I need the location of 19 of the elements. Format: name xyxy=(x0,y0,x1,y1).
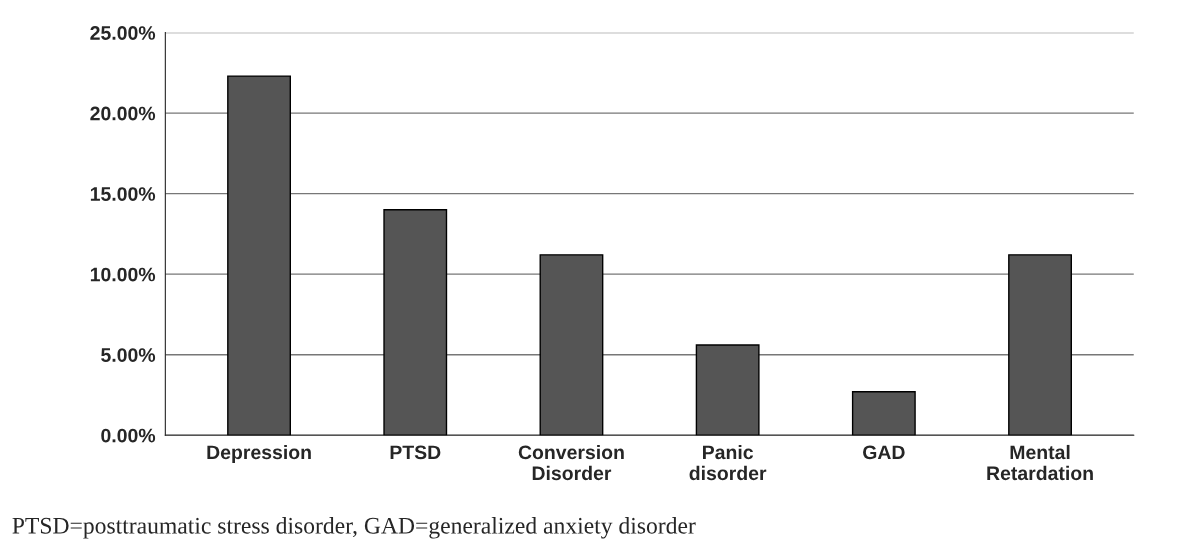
bar xyxy=(695,344,760,436)
y-tick-label: 5.00% xyxy=(101,348,156,362)
bar xyxy=(227,75,291,436)
y-tick-label: 20.00% xyxy=(90,106,156,121)
x-tick-label: Mental Retardation xyxy=(987,444,1093,481)
x-tick-label: Conversion Disorder xyxy=(518,444,624,481)
text: PTSD=posttraumatic stress disorder, GAD=generalized anxiety disorder xyxy=(12,517,696,539)
y-tick-label: 10.00% xyxy=(90,267,156,282)
bar xyxy=(1008,254,1072,436)
x-tick-label: Panic disorder xyxy=(689,444,767,481)
y-tick-label: 0.00% xyxy=(101,428,156,443)
y-tick-label: 15.00% xyxy=(90,187,156,201)
bar xyxy=(851,391,916,436)
x-tick-label: PTSD xyxy=(390,445,441,460)
bar xyxy=(383,209,448,436)
x-tick-label: Depression xyxy=(207,444,311,464)
x-tick-label: GAD xyxy=(863,445,905,460)
y-tick-label: 25.00% xyxy=(90,26,156,40)
bar xyxy=(539,254,604,436)
